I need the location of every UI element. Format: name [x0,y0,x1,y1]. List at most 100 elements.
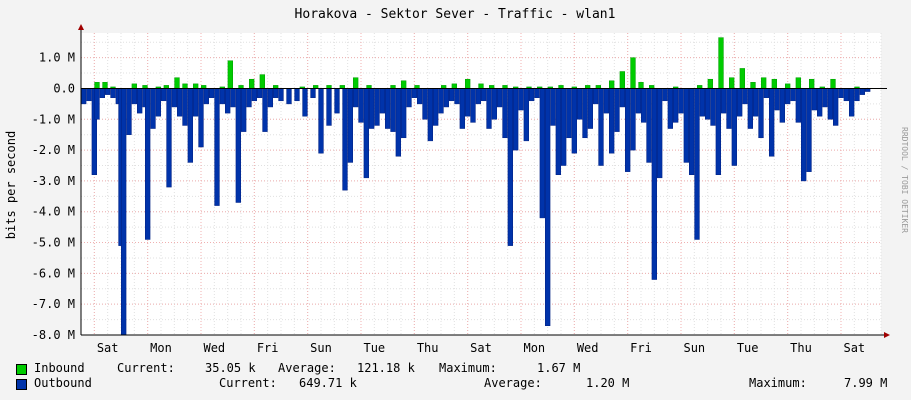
outbound-bar [454,88,460,105]
outbound-bar [534,88,540,98]
outbound-bar [302,88,308,117]
outbound-bar [465,88,471,117]
outbound-maximum: 7.99 M [844,376,888,390]
inbound-bar [478,83,484,89]
y-tick-label: -1.0 M [32,112,75,126]
outbound-bar [806,88,812,172]
outbound-bar [358,88,364,123]
inbound-bar [771,78,777,89]
outbound-bar [155,88,161,117]
outbound-bar [710,88,716,126]
outbound-bar [779,88,785,123]
outbound-bar [683,88,689,163]
outbound-bar [86,88,92,102]
outbound-bar [566,88,572,139]
outbound-bar [507,88,513,246]
outbound-bar [449,88,455,102]
outbound-bar [678,88,684,114]
outbound-bar [651,88,657,280]
inbound-label: Inbound [34,361,85,375]
outbound-bar [849,88,855,117]
inbound-bar [131,83,137,89]
outbound-bar [747,88,753,129]
outbound-bar [635,88,641,114]
outbound-bar [561,88,567,166]
outbound-bar [198,88,204,148]
outbound-bar [267,88,273,108]
outbound-bar [822,88,828,108]
inbound-maximum: 1.67 M [537,361,581,375]
outbound-bar [662,88,668,102]
outbound-bar [673,88,679,123]
y-tick-label: -5.0 M [32,236,75,250]
outbound-bar [171,88,177,108]
x-tick-label: Sat [843,341,865,355]
outbound-bar [318,88,324,154]
outbound-bar [422,88,428,120]
inbound-bar [465,78,471,89]
outbound-bar [550,88,556,126]
outbound-bar [555,88,561,176]
inbound-bar [102,82,108,89]
outbound-bar [209,88,215,98]
outbound-bar [491,88,497,120]
y-tick-label: -8.0 M [32,328,75,342]
outbound-bar [363,88,369,179]
outbound-bar [235,88,241,203]
outbound-bar [539,88,545,219]
outbound-bar [81,88,87,105]
inbound-current-label: Current: [117,361,175,375]
outbound-bar [369,88,375,129]
outbound-bar [742,88,748,105]
y-tick-label: -4.0 M [32,205,75,219]
x-tick-label: Thu [417,341,439,355]
x-axis-arrow [884,332,890,338]
outbound-bar [737,88,743,117]
y-tick-label: -6.0 M [32,266,75,280]
outbound-bar [657,88,663,179]
outbound-bar [286,88,292,105]
x-tick-label: Sat [470,341,492,355]
outbound-bar [294,88,300,102]
outbound-bar [817,88,823,117]
inbound-bar [451,83,457,89]
outbound-bar [705,88,711,120]
outbound-bar [843,88,849,102]
outbound-bar [443,88,449,108]
outbound-bar [230,88,236,108]
y-axis-arrow [78,24,84,30]
outbound-bar [811,88,817,111]
outbound-bar [105,88,111,95]
inbound-bar [638,82,644,89]
outbound-bar [795,88,801,123]
x-tick-labels: Sat Mon Wed Fri Sun Tue Thu Sat Mon Wed Fri Sun Tue T… [97,341,865,355]
inbound-average-label: Average: [278,361,336,375]
x-tick-label: Sun [310,341,332,355]
outbound-label: Outbound [34,376,92,390]
outbound-bar [187,88,193,163]
outbound-bar [838,88,844,98]
outbound-bar [545,88,551,327]
outbound-bar [721,88,727,114]
outbound-bar [715,88,721,176]
inbound-average: 121.18 k [357,361,415,375]
inbound-bar [193,83,199,89]
inbound-bar [259,74,265,89]
outbound-bar [145,88,151,240]
outbound-bar [774,88,780,111]
outbound-bar [401,88,407,139]
inbound-bar [761,77,767,89]
inbound-bar [182,83,188,89]
outbound-bar [518,88,524,111]
x-tick-label: Wed [577,341,599,355]
outbound-swatch [16,379,27,390]
y-tick-label: -3.0 M [32,174,75,188]
y-tick-label: 0.0 [53,81,75,95]
inbound-current: 35.05 k [205,361,256,375]
outbound-bar [334,88,340,114]
inbound-swatch [16,364,27,375]
y-axis-label: bits per second [4,131,18,239]
outbound-bar [427,88,433,142]
outbound-bar [699,88,705,117]
